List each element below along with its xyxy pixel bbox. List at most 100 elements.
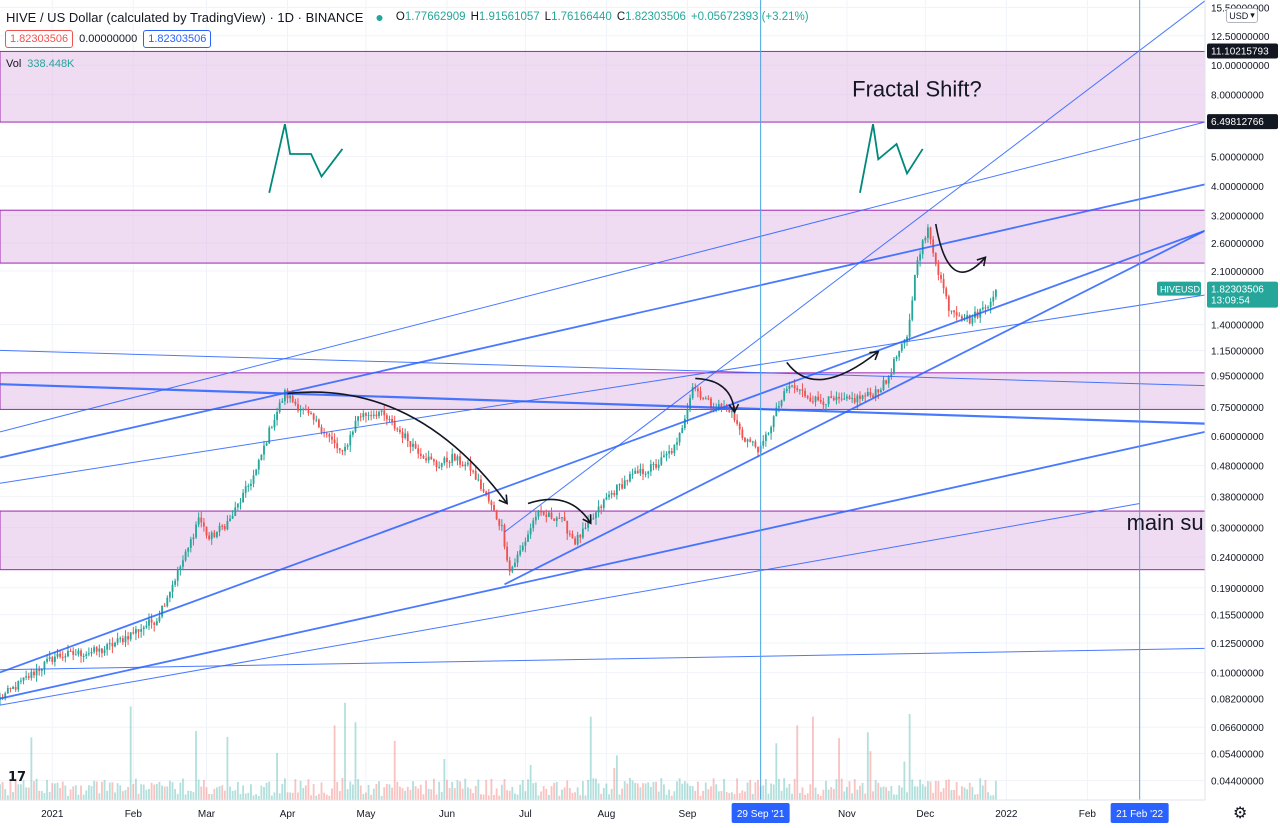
- candle-body: [40, 669, 43, 671]
- volume-bar: [487, 795, 490, 800]
- sell-price-box[interactable]: 1.82303506: [5, 30, 74, 48]
- volume-bar: [27, 787, 30, 800]
- volume-bar: [581, 781, 584, 800]
- candle-body: [927, 227, 929, 238]
- candle-body: [882, 380, 885, 391]
- volume-bar: [754, 782, 757, 800]
- candle-body: [210, 532, 213, 540]
- curved-arrow: [786, 350, 879, 381]
- price-zone: [0, 50, 1206, 123]
- volume-bar: [822, 789, 825, 800]
- date-label-box: [1110, 803, 1169, 823]
- candle-body: [46, 658, 48, 662]
- volume-bar: [490, 778, 493, 800]
- candle-body: [984, 307, 987, 309]
- volume-bar: [814, 787, 817, 800]
- candle-body: [958, 315, 961, 317]
- volume-bar: [851, 793, 854, 800]
- date-label-box: [731, 803, 790, 823]
- candle-body: [791, 385, 793, 387]
- volume-bar: [302, 787, 305, 800]
- candle-body: [548, 512, 550, 517]
- buy-price-box[interactable]: 1.82303506: [143, 30, 212, 48]
- time-axis-background: [0, 800, 1280, 828]
- volume-bar: [114, 792, 116, 800]
- volume-bar: [257, 795, 260, 800]
- candle-body: [367, 415, 370, 417]
- volume-bar: [404, 790, 407, 800]
- volume-bar: [85, 790, 88, 800]
- candle-body: [289, 395, 292, 399]
- symbol-tag: [1157, 281, 1201, 296]
- volume-bar: [963, 787, 966, 800]
- candle-body: [636, 470, 639, 474]
- volume-bar: [184, 794, 187, 800]
- candle-body: [221, 525, 224, 527]
- candle-body: [600, 506, 603, 508]
- volume-bar: [448, 788, 451, 800]
- volume-bar: [545, 788, 548, 800]
- volume-bar: [553, 782, 556, 800]
- candle-body: [346, 445, 349, 447]
- candle-body: [730, 411, 733, 413]
- candle-body: [179, 566, 182, 570]
- volume-bar: [210, 794, 213, 800]
- candle-body: [568, 533, 571, 535]
- volume-legend: Vol 338.448K: [6, 58, 74, 70]
- volume-bar: [848, 781, 851, 800]
- volume-bar: [422, 794, 425, 800]
- volume-bar: [778, 778, 780, 800]
- candle-body: [911, 300, 914, 320]
- candle-body: [798, 389, 801, 391]
- trend-line: [0, 229, 1206, 674]
- volume-bar: [872, 791, 874, 800]
- symbol-title[interactable]: HIVE / US Dollar (calculated by TradingV…: [6, 9, 364, 25]
- candle-body: [830, 396, 833, 399]
- candle-body: [419, 453, 422, 456]
- volume-bar: [174, 789, 177, 800]
- volume-bar: [255, 794, 258, 800]
- candle-body: [247, 485, 250, 487]
- candle-body: [406, 433, 409, 442]
- candle-body: [618, 484, 621, 486]
- currency-button[interactable]: USD ▾: [1226, 8, 1258, 23]
- candle-body: [506, 546, 509, 561]
- candle-body: [610, 492, 613, 495]
- volume-bar: [90, 786, 93, 800]
- volume-bar: [171, 782, 174, 800]
- volume-bar: [365, 792, 367, 800]
- candle-body: [678, 432, 681, 443]
- ohlc-value: 1.77662909: [404, 11, 466, 23]
- candle-body: [712, 407, 715, 410]
- candle-body: [639, 468, 642, 474]
- candle-body: [459, 456, 461, 465]
- candle-body: [315, 419, 318, 421]
- candle-body: [746, 439, 749, 442]
- volume-bar: [879, 787, 882, 800]
- volume-bar: [514, 793, 516, 800]
- candle-body: [127, 636, 129, 640]
- candle-body: [981, 307, 984, 310]
- volume-bar: [728, 793, 731, 800]
- volume-bar: [584, 795, 587, 800]
- candle-body: [357, 416, 360, 421]
- volume-bar: [307, 779, 310, 800]
- trend-line: [0, 430, 1206, 700]
- volume-bar: [663, 784, 665, 800]
- volume-bar: [589, 716, 592, 800]
- volume-bar: [459, 781, 461, 800]
- volume-bar: [294, 779, 297, 800]
- candle-body: [383, 410, 386, 416]
- price-tick-label: 2.10000000: [1211, 267, 1264, 278]
- candle-body: [310, 413, 312, 415]
- gear-icon[interactable]: ⚙: [1233, 805, 1248, 822]
- candle-body: [804, 390, 806, 397]
- candle-body: [989, 301, 992, 308]
- volume-bar: [150, 782, 153, 800]
- candle-body: [994, 289, 997, 297]
- volume-bar: [566, 780, 569, 800]
- candle-body: [401, 432, 404, 438]
- ohlc-key: L: [544, 11, 552, 23]
- tradingview-logo-icon[interactable]: 17: [8, 770, 27, 785]
